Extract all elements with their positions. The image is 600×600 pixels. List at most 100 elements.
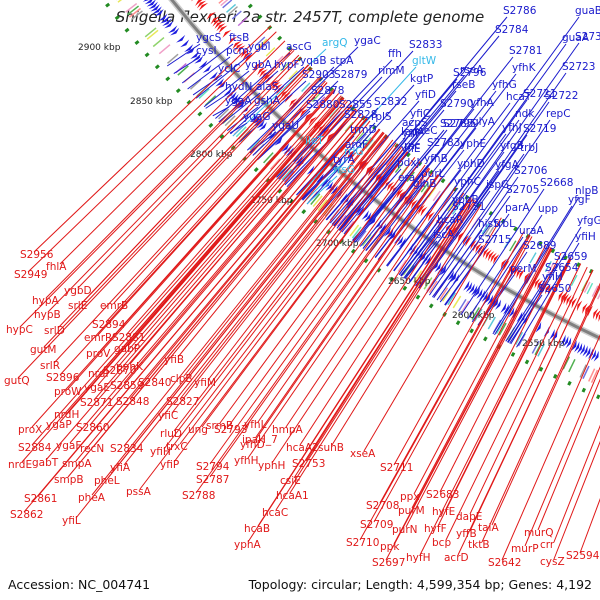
ring-tick [405, 152, 411, 158]
forward-label-line [398, 43, 567, 275]
feature-block [158, 44, 171, 55]
reverse-gene-label: pheA [78, 492, 106, 504]
reverse-label-line [379, 234, 530, 504]
reverse-gene-arrow [198, 2, 209, 11]
ring-tick [538, 241, 543, 247]
forward-gene-label: S2781 [509, 45, 542, 57]
feature-block [487, 316, 496, 330]
reverse-gene-label: clpB [170, 373, 193, 385]
forward-gene-arrow [481, 291, 488, 302]
ring-tick [524, 359, 530, 365]
forward-gene-label: S2722 [545, 90, 578, 102]
ring-tick [510, 351, 516, 357]
forward-gene-arrow [168, 25, 178, 34]
forward-label-line [187, 56, 231, 90]
reverse-gene-arrow [401, 192, 409, 203]
feature-block [311, 92, 322, 103]
forward-gene-arrow [184, 44, 194, 52]
reverse-label-line [413, 244, 547, 495]
feature-block [222, 0, 233, 9]
reverse-label-line [207, 139, 394, 381]
reverse-label-line [69, 108, 357, 444]
forward-label-line [467, 236, 524, 320]
ring-tick [376, 267, 382, 273]
forward-gene-arrow [378, 223, 387, 233]
reverse-gene-arrow [232, 40, 242, 50]
tick-label: 2900 kbp [78, 43, 121, 53]
reverse-gene-arrow [222, 29, 232, 38]
feature-block [125, 3, 138, 13]
reverse-label-line [45, 105, 353, 461]
feature-block [362, 136, 372, 148]
feature-block [529, 252, 537, 264]
reverse-label-line [411, 246, 550, 509]
ring-tick [208, 122, 214, 128]
reverse-gene-arrow [593, 308, 599, 320]
ring-tick [415, 294, 421, 300]
forward-gene-arrow [543, 326, 550, 337]
reverse-gene-arrow [196, 0, 207, 9]
forward-gene-arrow [585, 346, 591, 358]
forward-gene-label: S2880 [306, 99, 339, 111]
forward-label-line [281, 76, 383, 183]
forward-gene-label: pcm [226, 45, 249, 57]
forward-gene-label: hcaR [437, 214, 463, 226]
forward-gene-label: S2731 [452, 201, 485, 213]
forward-gene-label: yfiH [542, 271, 563, 283]
reverse-label-line [177, 120, 371, 358]
reverse-gene-label: smpA [62, 458, 92, 470]
forward-gene-label: stpA [330, 55, 354, 67]
reverse-gene-arrow [518, 269, 525, 280]
feature-block [301, 82, 311, 92]
forward-label-line [297, 66, 417, 197]
reverse-label-line [537, 378, 600, 531]
forward-gene-arrow [202, 64, 212, 73]
reverse-label-line [67, 117, 368, 478]
reverse-gene-label: S2870 [103, 365, 136, 377]
feature-block [355, 131, 365, 142]
feature-block [166, 53, 179, 64]
forward-gene-label: S2783 [427, 137, 460, 149]
forward-gene-arrow [398, 237, 406, 248]
reverse-gene-arrow [386, 181, 395, 192]
feature-block [117, 0, 123, 3]
reverse-label-line [123, 128, 380, 447]
reverse-gene-label: yfiL [62, 515, 81, 527]
forward-label-line [404, 240, 438, 280]
reverse-label-line [57, 64, 310, 329]
reverse-gene-arrow [524, 272, 531, 283]
reverse-label-line [271, 186, 457, 464]
reverse-gene-arrow [252, 62, 262, 71]
forward-gene-arrow [313, 171, 322, 181]
forward-gene-arrow [393, 234, 401, 244]
forward-gene-arrow [294, 155, 303, 165]
forward-gene-arrow [194, 55, 204, 64]
reverse-gene-arrow [435, 216, 443, 227]
reverse-gene-arrow [308, 116, 317, 126]
forward-gene-label: guaB [575, 5, 600, 17]
reverse-label-line [43, 66, 311, 348]
forward-gene-arrow [560, 334, 566, 346]
forward-label-line [404, 212, 457, 279]
forward-label-line [509, 294, 543, 344]
forward-gene-arrow [439, 265, 447, 276]
forward-gene-arrow [223, 87, 233, 96]
forward-gene-label: glyA [472, 116, 496, 128]
reverse-label-line [67, 97, 345, 413]
reverse-gene-label: murP [511, 543, 539, 555]
feature-block [356, 230, 367, 243]
reverse-gene-arrow [563, 293, 570, 305]
reverse-gene-arrow [465, 236, 472, 247]
forward-gene-label: tyrA [333, 154, 356, 166]
forward-gene-arrow [414, 248, 421, 259]
reverse-gene-label: hyfF [424, 523, 447, 535]
feature-block [235, 126, 247, 138]
reverse-label-line [419, 257, 571, 556]
reverse-gene-label: yfhD [240, 439, 265, 451]
forward-gene-label: rplS [371, 111, 392, 123]
forward-gene-arrow [170, 27, 180, 36]
reverse-label-line [405, 247, 553, 528]
reverse-gene-label: smpB [54, 474, 84, 486]
reverse-label-line [59, 82, 328, 376]
reverse-gene-arrow [276, 85, 285, 95]
